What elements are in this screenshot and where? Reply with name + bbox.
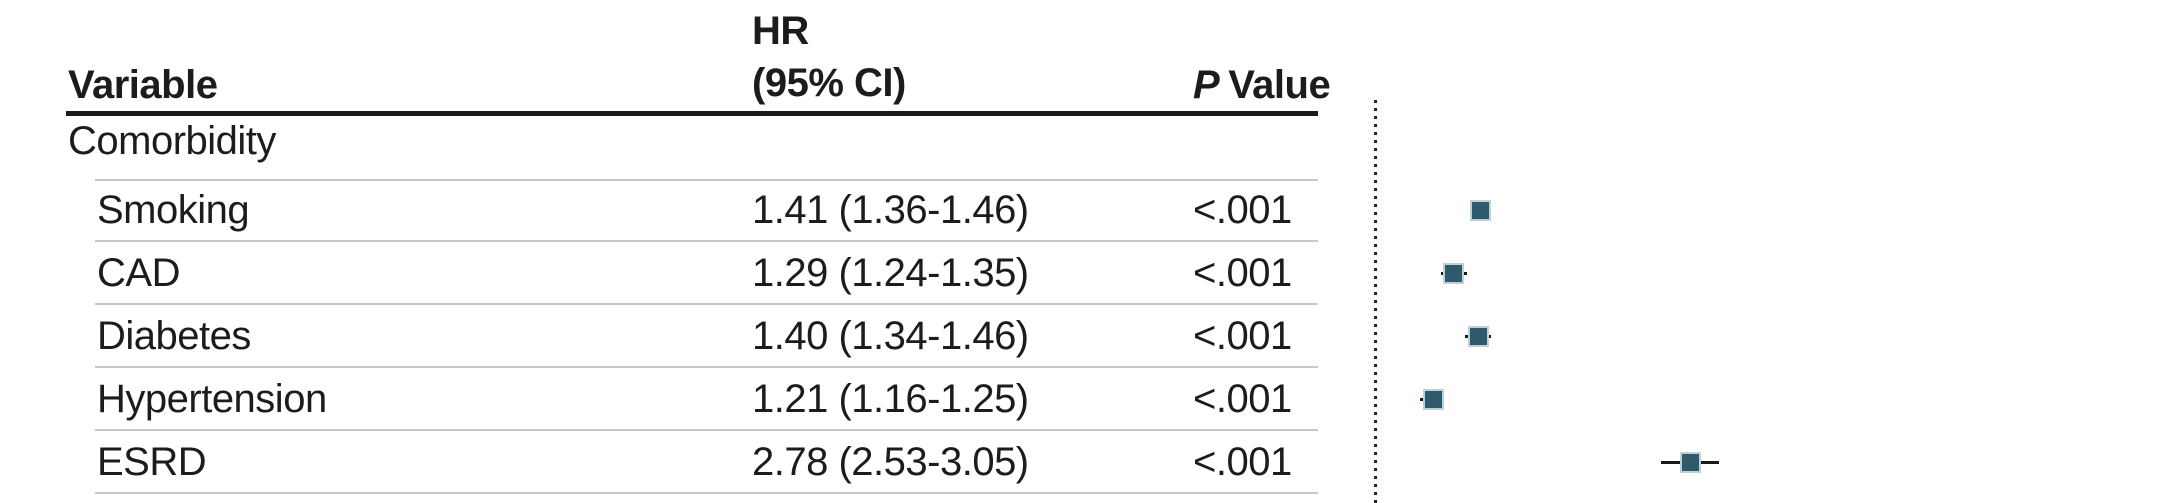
p-value-label: Value — [1228, 63, 1331, 107]
row-label: Hypertension — [97, 377, 327, 421]
hr-marker — [1467, 325, 1489, 347]
p-value: <.001 — [1193, 188, 1292, 232]
row-separator — [95, 492, 1318, 494]
header-rule — [66, 111, 1318, 116]
hr-ci-value: 1.29 (1.24-1.35) — [752, 251, 1029, 295]
p-value: <.001 — [1193, 314, 1292, 358]
hr-ci-value: 1.21 (1.16-1.25) — [752, 377, 1029, 421]
hr-marker — [1422, 388, 1444, 410]
hr-marker — [1442, 262, 1464, 284]
p-italic-label: P — [1193, 63, 1220, 107]
col-header-pvalue: P Value — [1193, 63, 1331, 107]
ci-whisker — [1469, 208, 1492, 212]
row-separator — [95, 429, 1318, 431]
row-separator — [95, 240, 1318, 242]
ci-whisker — [1440, 271, 1468, 275]
p-value: <.001 — [1193, 440, 1292, 484]
row-separator — [95, 303, 1318, 305]
row-label: CAD — [97, 251, 180, 295]
row-label: Diabetes — [97, 314, 251, 358]
p-value: <.001 — [1193, 377, 1292, 421]
hr-ci-value: 1.41 (1.36-1.46) — [752, 188, 1029, 232]
ci-whisker — [1420, 397, 1444, 401]
row-label: ESRD — [97, 440, 207, 484]
col-header-variable: Variable — [68, 63, 218, 107]
group-label: Comorbidity — [68, 119, 276, 163]
hr-ci-value: 2.78 (2.53-3.05) — [752, 440, 1029, 484]
row-label: Smoking — [97, 188, 250, 232]
col-header-hr-ci: (95% CI) — [752, 61, 906, 105]
hr-ci-value: 1.40 (1.34-1.46) — [752, 314, 1029, 358]
row-separator — [95, 179, 1318, 181]
ci-whisker — [1661, 460, 1720, 464]
reference-line — [1374, 100, 1377, 503]
ci-whisker — [1464, 334, 1492, 338]
hr-marker — [1679, 451, 1701, 473]
col-header-hr: HR — [752, 9, 809, 53]
hr-marker — [1470, 199, 1492, 221]
p-value: <.001 — [1193, 251, 1292, 295]
row-separator — [95, 366, 1318, 368]
